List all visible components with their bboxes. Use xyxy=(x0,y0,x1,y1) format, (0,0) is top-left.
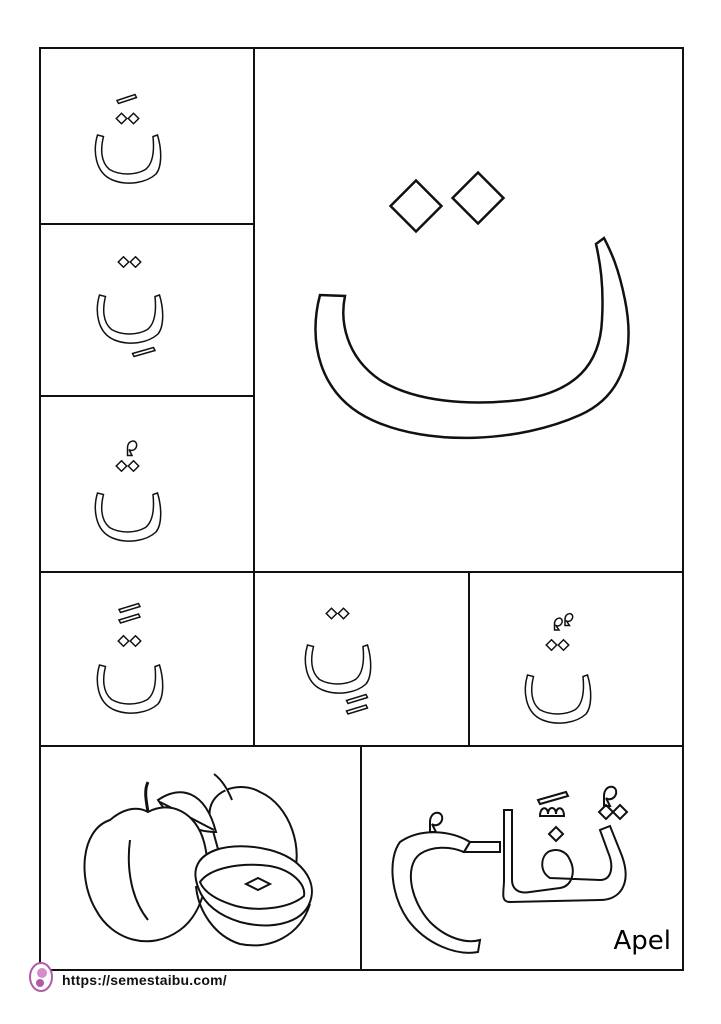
semestaibu-logo-icon xyxy=(29,962,53,992)
taa-fathah-letter xyxy=(94,93,162,184)
large-taa-letter xyxy=(314,170,630,440)
tuffaah-word xyxy=(391,785,628,954)
taa-dammah-letter xyxy=(94,440,162,542)
taa-kasrah-letter xyxy=(96,256,164,358)
taa-kasratain-letter xyxy=(304,607,372,715)
footer-url-link[interactable]: https://semestaibu.com/ xyxy=(62,972,227,988)
apple-illustration-icon xyxy=(83,773,313,947)
grid-lines xyxy=(40,48,683,970)
word-latin-label: Apel xyxy=(613,926,671,956)
taa-fathatain-letter xyxy=(96,602,164,714)
taa-dammatain-letter xyxy=(524,612,592,724)
